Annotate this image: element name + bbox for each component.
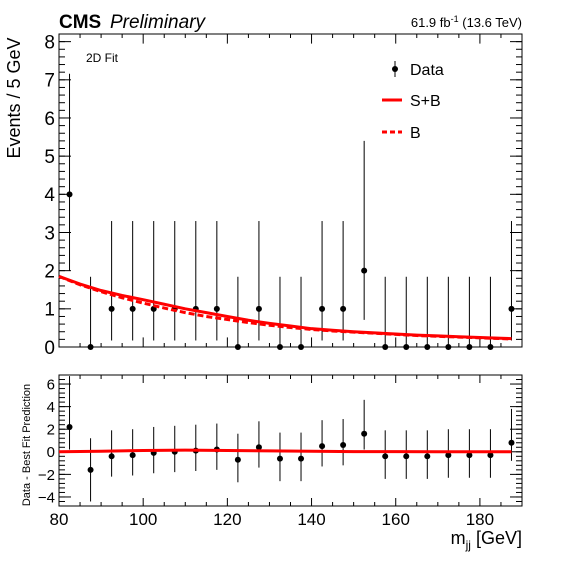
data-point	[255, 444, 262, 451]
data-point	[487, 344, 494, 350]
data-point	[66, 191, 73, 198]
bottom-y-axis-label: Data - Best Fit Prediction	[21, 384, 33, 506]
data-point	[87, 466, 94, 473]
y-tick-label: 7	[44, 71, 55, 92]
y-tick-label: 8	[44, 32, 55, 53]
data-point	[361, 430, 368, 437]
bottom-plot-frame	[58, 374, 523, 507]
data-point	[403, 344, 410, 350]
y-tick-label: 4	[44, 185, 55, 206]
bottom-panel: −4 −2 0 2 4 6 80 100 120 140 160 180 Data - Best F…	[21, 374, 523, 552]
legend-data-marker	[392, 66, 398, 72]
data-point	[213, 305, 220, 312]
legend: Data S+B B	[382, 61, 444, 142]
sb-fit-line	[58, 274, 512, 341]
data-point	[403, 453, 410, 460]
b-fit-line	[58, 274, 512, 341]
data-point	[424, 453, 431, 460]
y-tick-label: 4	[47, 399, 55, 416]
data-point	[255, 305, 262, 312]
data-point	[487, 452, 494, 459]
x-tick-label: 80	[50, 510, 69, 529]
y-tick-label: 1	[44, 300, 55, 321]
top-panel: 0 1 2 3 4 5 6 7 8 2D Fit Events / 5 GeV Data S+B…	[4, 32, 523, 359]
data-point	[466, 344, 473, 350]
data-point	[66, 423, 73, 430]
data-point	[129, 452, 136, 459]
top-x-ticks	[58, 34, 523, 347]
x-tick-label: 100	[129, 510, 157, 529]
y-tick-label: 3	[44, 223, 55, 244]
y-tick-label: −2	[38, 467, 55, 484]
data-point	[108, 453, 115, 460]
data-point	[466, 452, 473, 459]
top-series	[58, 73, 515, 350]
data-point	[129, 305, 136, 312]
top-y-ticks: 0 1 2 3 4 5 6 7 8	[44, 32, 522, 359]
data-point	[508, 305, 515, 312]
y-tick-label: 0	[44, 338, 55, 359]
y-tick-label: 0	[47, 444, 55, 461]
y-tick-label: 2	[44, 261, 55, 282]
bottom-x-ticks: 80 100 120 140 160 180	[50, 375, 523, 529]
x-axis-label: mjj [GeV]	[451, 528, 522, 552]
legend-data-label: Data	[410, 62, 444, 79]
lumi-label: 61.9 fb-1 (13.6 TeV)	[411, 14, 522, 30]
top-y-axis-label: Events / 5 GeV	[4, 37, 24, 158]
data-point	[234, 344, 241, 350]
data-point	[87, 344, 94, 350]
data-point	[361, 267, 368, 274]
bottom-series	[58, 376, 515, 502]
bottom-y-ticks: −4 −2 0 2 4 6	[38, 376, 522, 507]
data-point	[234, 456, 241, 463]
data-point	[276, 455, 283, 462]
y-tick-label: 2	[47, 422, 55, 439]
preliminary-label: Preliminary	[110, 12, 207, 33]
data-point	[298, 455, 305, 462]
y-tick-label: 6	[47, 376, 55, 393]
legend-b-label: B	[410, 125, 421, 142]
data-point	[319, 305, 326, 312]
data-point	[445, 452, 452, 459]
data-point	[340, 442, 347, 449]
data-point	[424, 344, 431, 350]
data-point	[445, 344, 452, 350]
x-tick-label: 140	[297, 510, 325, 529]
residual-fit-line	[58, 448, 512, 454]
data-point	[382, 453, 389, 460]
fit-annotation: 2D Fit	[86, 51, 119, 65]
x-tick-label: 160	[382, 510, 410, 529]
y-tick-label: −4	[38, 489, 55, 506]
legend-sb-label: S+B	[410, 93, 441, 110]
y-tick-label: 5	[44, 147, 55, 168]
y-tick-label: 6	[44, 109, 55, 130]
data-point	[319, 443, 326, 450]
x-tick-label: 120	[213, 510, 241, 529]
data-point	[276, 344, 283, 350]
data-point	[382, 344, 389, 350]
data-point	[340, 305, 347, 312]
cms-label: CMS	[59, 12, 101, 33]
x-tick-label: 180	[466, 510, 494, 529]
data-point	[108, 305, 115, 312]
data-point	[508, 439, 515, 446]
data-point	[298, 344, 305, 350]
